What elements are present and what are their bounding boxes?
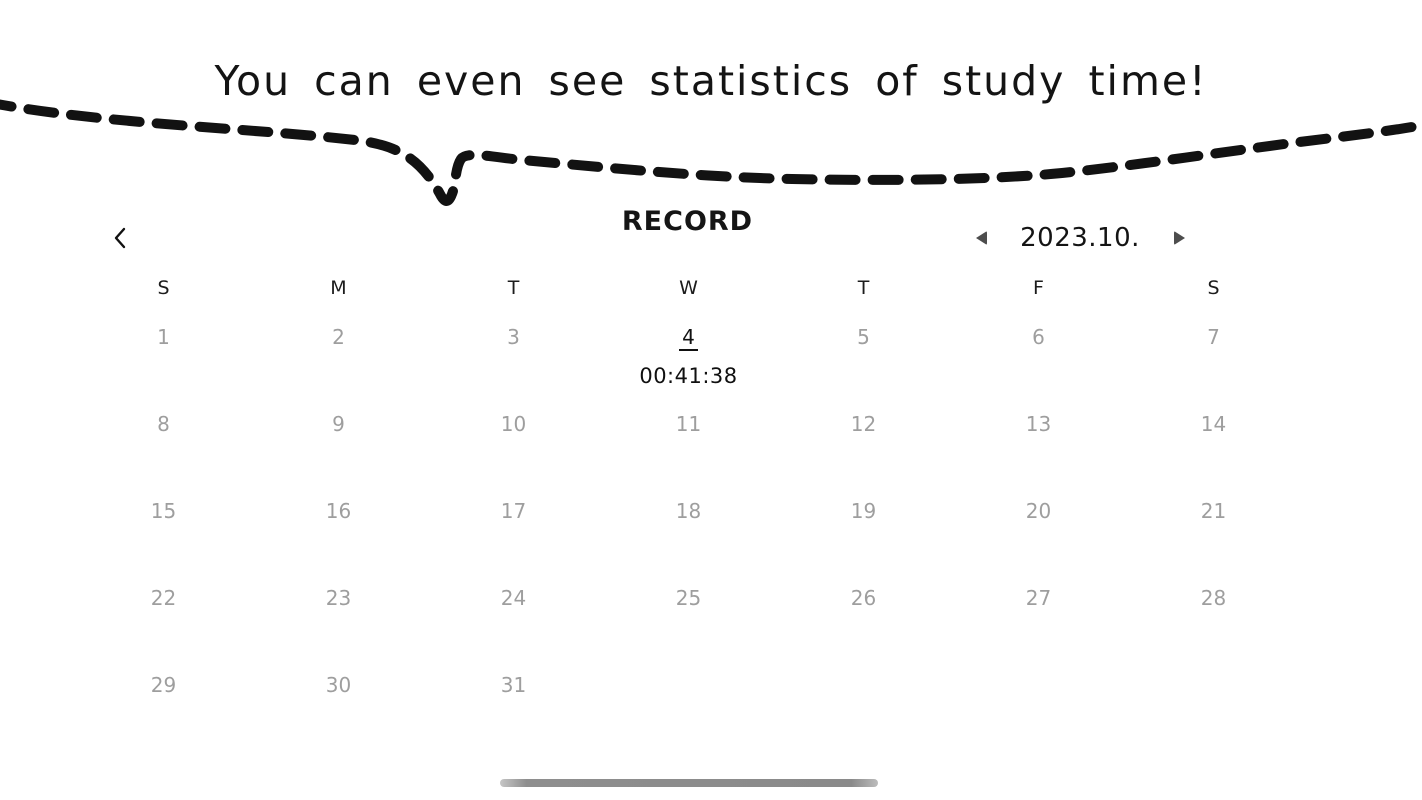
date-label: 20	[1025, 499, 1052, 523]
date-label: 18	[675, 499, 702, 523]
date-label: 2	[332, 325, 345, 349]
calendar-day[interactable]: 22	[76, 567, 251, 654]
day-header-mon: M	[330, 277, 347, 299]
calendar-day[interactable]: 6	[951, 306, 1126, 393]
calendar-week-2: 8 9 10 11 12 13 14	[76, 393, 1301, 480]
calendar-day[interactable]: 16	[251, 480, 426, 567]
date-label: 3	[507, 325, 520, 349]
calendar-day[interactable]: 29	[76, 654, 251, 741]
date-label: 1	[157, 325, 170, 349]
date-label: 17	[500, 499, 527, 523]
calendar-day-empty	[601, 654, 776, 741]
day-header-sun: S	[157, 277, 170, 299]
calendar: S M T W T F S 1 2 3 4 00:41:38 5 6 7 8 9…	[76, 270, 1301, 741]
calendar-day[interactable]: 21	[1126, 480, 1301, 567]
selected-date-label: 4	[679, 326, 698, 351]
chevron-left-icon	[114, 227, 126, 249]
calendar-week-1: 1 2 3 4 00:41:38 5 6 7	[76, 306, 1301, 393]
next-month-button[interactable]	[1168, 227, 1190, 249]
date-label: 19	[850, 499, 877, 523]
date-label: 8	[157, 412, 170, 436]
calendar-day[interactable]: 5	[776, 306, 951, 393]
banner-caption: You can even see statistics of study tim…	[214, 57, 1208, 105]
calendar-day[interactable]: 17	[426, 480, 601, 567]
calendar-day[interactable]: 25	[601, 567, 776, 654]
calendar-day[interactable]: 28	[1126, 567, 1301, 654]
study-time-label: 00:41:38	[639, 364, 738, 388]
home-indicator-bar[interactable]	[500, 779, 878, 787]
day-header-row: S M T W T F S	[76, 270, 1301, 306]
page-title: RECORD	[621, 206, 754, 237]
calendar-week-5: 29 30 31	[76, 654, 1301, 741]
date-label: 14	[1200, 412, 1227, 436]
date-label: 31	[500, 673, 527, 697]
month-navigator: 2023.10.	[970, 221, 1190, 255]
calendar-day[interactable]: 13	[951, 393, 1126, 480]
calendar-day-empty	[951, 654, 1126, 741]
calendar-day-empty	[776, 654, 951, 741]
date-label: 23	[325, 586, 352, 610]
date-label: 13	[1025, 412, 1052, 436]
calendar-day[interactable]: 12	[776, 393, 951, 480]
date-label: 26	[850, 586, 877, 610]
date-label: 11	[675, 412, 702, 436]
calendar-day[interactable]: 7	[1126, 306, 1301, 393]
calendar-day[interactable]: 24	[426, 567, 601, 654]
date-label: 30	[325, 673, 352, 697]
day-header-sat: S	[1207, 277, 1220, 299]
calendar-day[interactable]: 30	[251, 654, 426, 741]
date-label: 9	[332, 412, 345, 436]
date-label: 24	[500, 586, 527, 610]
day-header-fri: F	[1033, 277, 1044, 299]
date-label: 21	[1200, 499, 1227, 523]
date-label: 15	[150, 499, 177, 523]
calendar-day[interactable]: 18	[601, 480, 776, 567]
calendar-day-selected[interactable]: 4 00:41:38	[601, 306, 776, 393]
date-label: 6	[1032, 325, 1045, 349]
triangle-left-icon	[975, 231, 987, 245]
calendar-day[interactable]: 19	[776, 480, 951, 567]
date-label: 12	[850, 412, 877, 436]
day-header-thu: T	[857, 277, 870, 299]
date-label: 28	[1200, 586, 1227, 610]
calendar-week-4: 22 23 24 25 26 27 28	[76, 567, 1301, 654]
day-header-tue: T	[507, 277, 520, 299]
calendar-day[interactable]: 14	[1126, 393, 1301, 480]
date-label: 7	[1207, 325, 1220, 349]
back-button[interactable]	[102, 218, 138, 258]
date-label: 25	[675, 586, 702, 610]
calendar-day[interactable]: 9	[251, 393, 426, 480]
prev-month-button[interactable]	[970, 227, 992, 249]
calendar-week-3: 15 16 17 18 19 20 21	[76, 480, 1301, 567]
date-label: 29	[150, 673, 177, 697]
calendar-day[interactable]: 2	[251, 306, 426, 393]
calendar-day[interactable]: 11	[601, 393, 776, 480]
date-label: 16	[325, 499, 352, 523]
date-label: 22	[150, 586, 177, 610]
calendar-day[interactable]: 26	[776, 567, 951, 654]
calendar-day[interactable]: 31	[426, 654, 601, 741]
date-label: 27	[1025, 586, 1052, 610]
date-label: 5	[857, 325, 870, 349]
calendar-day[interactable]: 1	[76, 306, 251, 393]
calendar-day[interactable]: 27	[951, 567, 1126, 654]
month-label: 2023.10.	[1020, 223, 1140, 253]
dashed-divider-squiggle	[0, 99, 1422, 206]
day-header-wed: W	[679, 277, 698, 299]
date-label: 10	[500, 412, 527, 436]
calendar-day[interactable]: 15	[76, 480, 251, 567]
calendar-day[interactable]: 8	[76, 393, 251, 480]
calendar-day[interactable]: 10	[426, 393, 601, 480]
calendar-day[interactable]: 23	[251, 567, 426, 654]
calendar-day[interactable]: 3	[426, 306, 601, 393]
calendar-day-empty	[1126, 654, 1301, 741]
triangle-right-icon	[1173, 231, 1185, 245]
calendar-day[interactable]: 20	[951, 480, 1126, 567]
